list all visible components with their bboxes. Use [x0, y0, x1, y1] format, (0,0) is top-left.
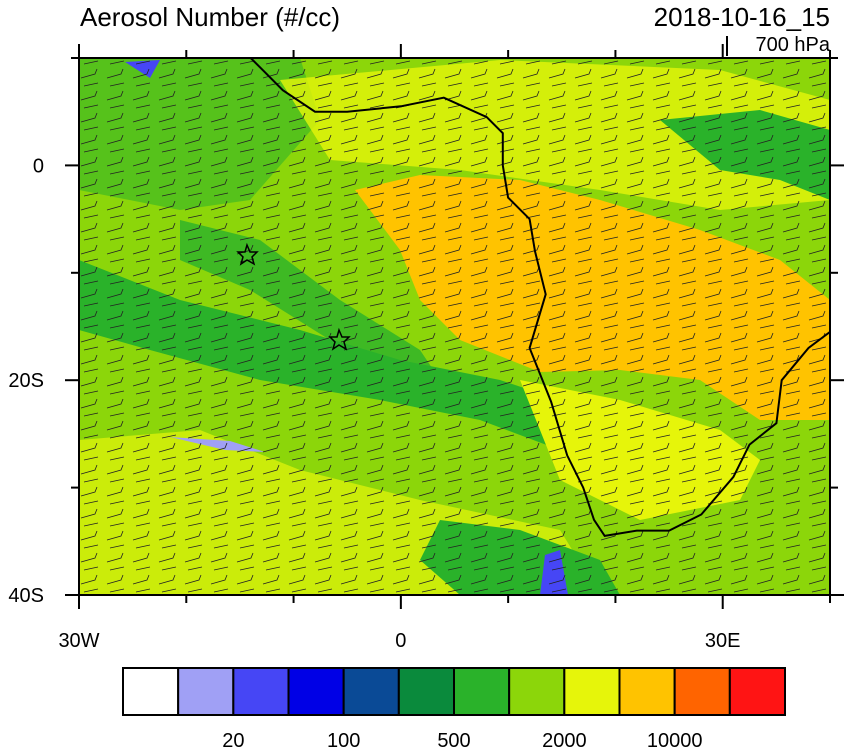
y-tick-label: 40S — [8, 585, 44, 607]
colorbar-swatch — [287, 667, 345, 716]
colorbar-label: 2000 — [542, 730, 587, 750]
colorbar-swatch — [563, 667, 621, 716]
colorbar-swatch — [122, 667, 180, 716]
x-tick-label: 30W — [58, 630, 99, 652]
colorbar-label: 10000 — [647, 730, 703, 750]
colorbar-swatch — [508, 667, 566, 716]
colorbar-swatch — [618, 667, 676, 716]
colorbar-swatch — [728, 667, 786, 716]
colorbar-label: 20 — [222, 730, 244, 750]
colorbar-swatch — [397, 667, 456, 716]
wind-barbs — [79, 58, 830, 595]
axes: 30W 0 30E 0 20S 40S — [8, 44, 844, 652]
x-tick-label: 0 — [395, 630, 406, 652]
colorbar: 20 100 500 2000 10000 — [122, 667, 786, 752]
colorbar-swatch — [673, 667, 731, 716]
colorbar-label: 100 — [327, 730, 360, 750]
time-stamp: 2018-10-16_15 — [654, 2, 830, 32]
colorbar-swatch — [342, 667, 400, 716]
map-frame — [78, 57, 831, 596]
colorbar-label: 500 — [437, 730, 470, 750]
colorbar-swatch — [453, 667, 511, 716]
x-tick-label: 30E — [705, 630, 741, 652]
title: Aerosol Number (#/cc) — [80, 2, 340, 32]
pressure-level: 700 hPa — [755, 34, 830, 56]
colorbar-swatch — [232, 667, 290, 716]
y-tick-label: 20S — [8, 370, 44, 392]
coastline — [249, 58, 830, 537]
map-field — [79, 58, 830, 595]
site-marker — [328, 327, 351, 351]
y-tick-label: 0 — [33, 155, 44, 177]
colorbar-swatch — [177, 667, 235, 716]
site-marker — [236, 242, 259, 266]
